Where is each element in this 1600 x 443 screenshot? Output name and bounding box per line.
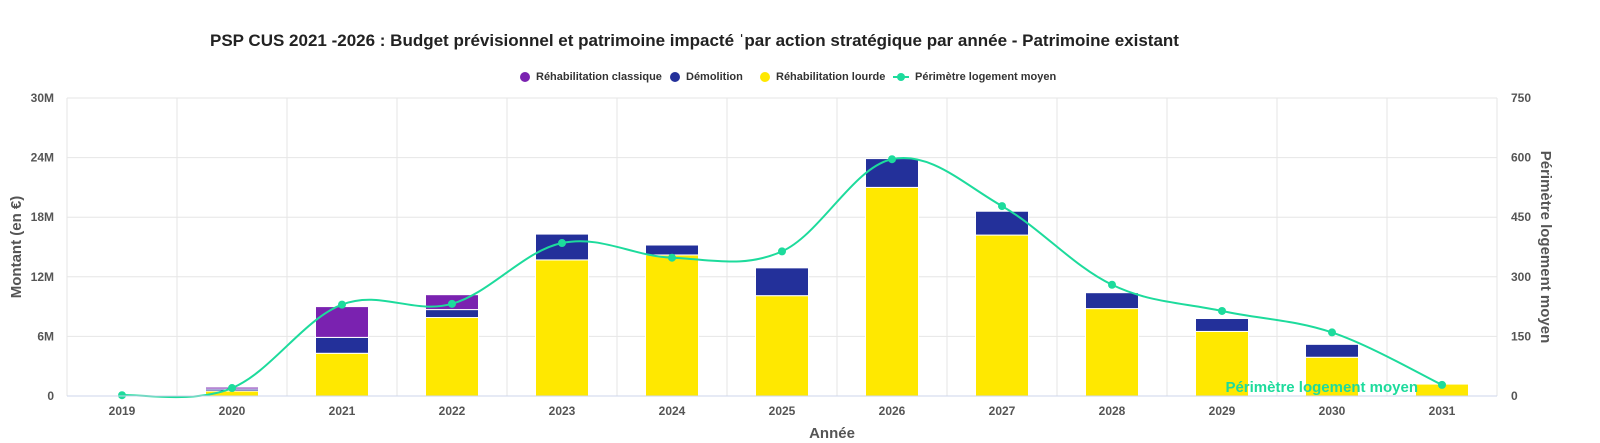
bar-segment <box>1085 292 1139 310</box>
legend-item-perimetre-logement-moyen[interactable]: Périmètre logement moyen <box>893 71 1056 83</box>
legend: Réhabilitation classique Démolition Réha… <box>0 71 1600 87</box>
chart-title: PSP CUS 2021 -2026 : Budget prévisionnel… <box>210 31 1179 50</box>
y-tick-label: 6M <box>37 329 54 343</box>
line-point <box>888 155 896 164</box>
legend-label: Périmètre logement moyen <box>915 71 1057 83</box>
y2-tick-label: 450 <box>1511 210 1531 224</box>
line-point <box>448 299 456 308</box>
x-tick-label: 2028 <box>1099 404 1126 418</box>
bar-segment <box>755 267 809 297</box>
x-tick-label: 2027 <box>989 404 1016 418</box>
legend-label: Réhabilitation classique <box>536 71 662 83</box>
bar-segment <box>975 210 1029 236</box>
line-point <box>228 384 236 393</box>
line-point <box>668 253 676 262</box>
x-tick-label: 2021 <box>329 404 356 418</box>
line-point <box>558 239 566 248</box>
line-point <box>1108 280 1116 289</box>
bar-segment <box>975 234 1029 397</box>
legend-label: Réhabilitation lourde <box>776 71 886 83</box>
line-point <box>998 202 1006 211</box>
bar-segment <box>865 186 919 397</box>
y2-tick-label: 0 <box>1511 389 1518 403</box>
y-tick-label: 18M <box>31 210 54 224</box>
y2-tick-label: 600 <box>1511 151 1531 165</box>
bar-segment <box>1305 343 1359 358</box>
bar-segment <box>425 309 479 319</box>
bars <box>205 158 1469 397</box>
line-point <box>1328 328 1336 337</box>
line-series: Périmètre logement moyen <box>118 155 1446 400</box>
x-tick-label: 2022 <box>439 404 466 418</box>
bar-segment <box>1085 308 1139 397</box>
y-tick-label: 30M <box>31 91 54 105</box>
bar-segment <box>315 306 369 338</box>
legend-label: Démolition <box>686 71 743 83</box>
x-tick-label: 2024 <box>659 404 686 418</box>
bar-segment <box>1195 318 1249 332</box>
x-tick-label: 2030 <box>1319 404 1346 418</box>
x-tick-label: 2023 <box>549 404 576 418</box>
line-point <box>1438 380 1446 389</box>
bar-segment <box>425 317 479 397</box>
legend-line-icon <box>893 72 909 82</box>
bar-segment <box>1305 356 1359 397</box>
x-tick-label: 2019 <box>109 404 136 418</box>
line-point <box>338 300 346 309</box>
bar-segment <box>865 158 919 188</box>
y-tick-label: 24M <box>31 151 54 165</box>
x-tick-label: 2031 <box>1429 404 1456 418</box>
axes: 0 6M 12M 18M 24M 30M 0 150 300 450 600 750 2019 2020 2… <box>8 91 1554 442</box>
line-point <box>1218 306 1226 315</box>
y2-tick-label: 750 <box>1511 91 1531 105</box>
x-tick-label: 2020 <box>219 404 246 418</box>
x-tick-label: 2025 <box>769 404 796 418</box>
legend-item-demolition[interactable]: Démolition <box>670 71 743 83</box>
legend-item-rehabilitation-classique[interactable]: Réhabilitation classique <box>520 71 662 83</box>
grid <box>66 97 1498 397</box>
line-point <box>118 391 126 400</box>
series-annotation-label: Périmètre logement moyen <box>1225 379 1418 396</box>
y2-axis-title: Périmètre logement moyen <box>1537 151 1554 344</box>
bar-segment <box>315 336 369 354</box>
legend-dot-icon <box>520 72 530 82</box>
x-axis-title: Année <box>809 425 855 442</box>
bar-segment <box>1195 330 1249 397</box>
y-tick-label: 12M <box>31 270 54 284</box>
line-point <box>778 247 786 256</box>
y-axis-title: Montant (en €) <box>8 196 25 299</box>
x-tick-label: 2026 <box>879 404 906 418</box>
y2-tick-label: 150 <box>1511 329 1531 343</box>
legend-item-rehabilitation-lourde[interactable]: Réhabilitation lourde <box>760 71 885 83</box>
bar-segment <box>315 352 369 397</box>
y2-tick-label: 300 <box>1511 270 1531 284</box>
legend-dot-icon <box>760 72 770 82</box>
bar-segment <box>645 244 699 256</box>
bar-segment <box>755 295 809 397</box>
legend-dot-icon <box>670 72 680 82</box>
bar-segment <box>535 259 589 397</box>
y-tick-label: 0 <box>47 389 54 403</box>
bar-segment <box>645 254 699 397</box>
x-tick-label: 2029 <box>1209 404 1236 418</box>
